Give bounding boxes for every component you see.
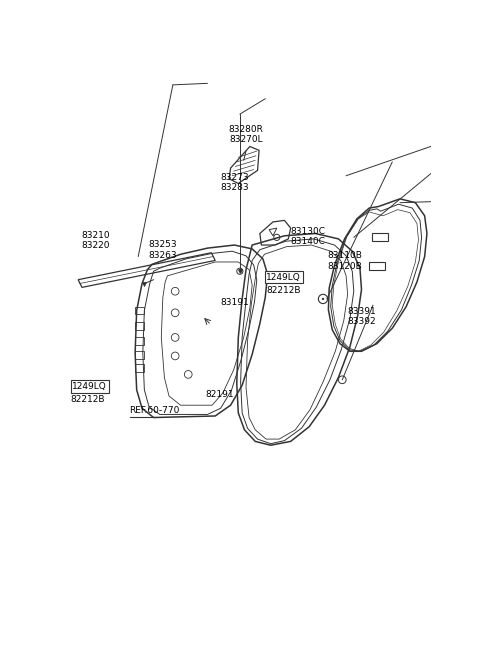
- Text: 83253
83263: 83253 83263: [148, 240, 177, 260]
- Text: 82212B: 82212B: [266, 286, 301, 295]
- Text: 1249LQ: 1249LQ: [72, 382, 107, 391]
- Text: 83391
83392: 83391 83392: [348, 307, 376, 326]
- Text: 82191: 82191: [205, 390, 234, 400]
- Text: 82212B: 82212B: [71, 395, 105, 404]
- Circle shape: [322, 298, 324, 300]
- Text: 83273
83283: 83273 83283: [220, 173, 249, 192]
- Text: 83191: 83191: [220, 298, 249, 307]
- Text: REF.60-770: REF.60-770: [130, 406, 180, 415]
- Text: 1249LQ: 1249LQ: [266, 273, 301, 282]
- Text: 83110B
83120B: 83110B 83120B: [327, 251, 362, 271]
- Text: 83210
83220: 83210 83220: [82, 231, 110, 251]
- Text: 83130C
83140C: 83130C 83140C: [290, 227, 325, 247]
- Text: 83280R
83270L: 83280R 83270L: [228, 125, 264, 144]
